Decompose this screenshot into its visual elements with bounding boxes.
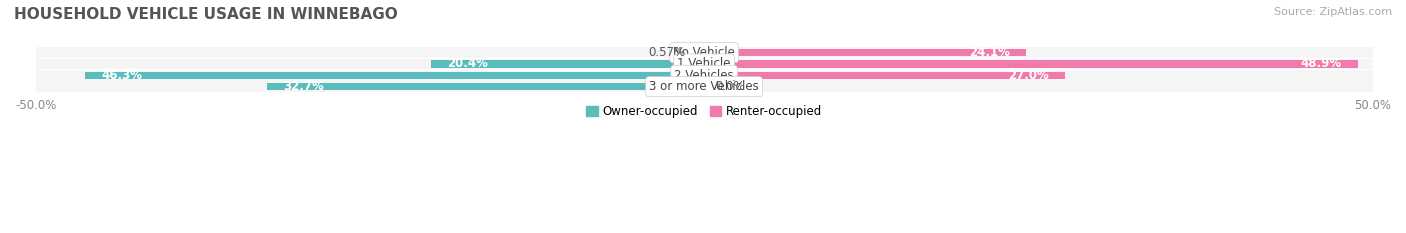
Text: 0.0%: 0.0% (714, 80, 744, 93)
Bar (704, 72, 1064, 79)
Text: No Vehicle: No Vehicle (673, 46, 735, 59)
Bar (35, 82, 1372, 92)
Bar (704, 61, 1358, 68)
Bar (35, 48, 1372, 58)
Bar (35, 59, 1372, 69)
Bar (35, 70, 1372, 81)
Text: Source: ZipAtlas.com: Source: ZipAtlas.com (1274, 7, 1392, 17)
Text: 20.4%: 20.4% (447, 58, 488, 71)
Bar (267, 83, 704, 90)
Bar (696, 49, 704, 56)
Text: HOUSEHOLD VEHICLE USAGE IN WINNEBAGO: HOUSEHOLD VEHICLE USAGE IN WINNEBAGO (14, 7, 398, 22)
Text: 27.0%: 27.0% (1008, 69, 1049, 82)
Text: 24.1%: 24.1% (969, 46, 1011, 59)
Bar (86, 72, 704, 79)
Legend: Owner-occupied, Renter-occupied: Owner-occupied, Renter-occupied (586, 105, 823, 118)
Bar (432, 61, 704, 68)
Text: 48.9%: 48.9% (1301, 58, 1341, 71)
Bar (704, 49, 1026, 56)
Text: 0.57%: 0.57% (648, 46, 686, 59)
Text: 32.7%: 32.7% (283, 80, 323, 93)
Text: 46.3%: 46.3% (101, 69, 142, 82)
Text: 3 or more Vehicles: 3 or more Vehicles (650, 80, 759, 93)
Text: 2 Vehicles: 2 Vehicles (675, 69, 734, 82)
Text: 1 Vehicle: 1 Vehicle (678, 58, 731, 71)
